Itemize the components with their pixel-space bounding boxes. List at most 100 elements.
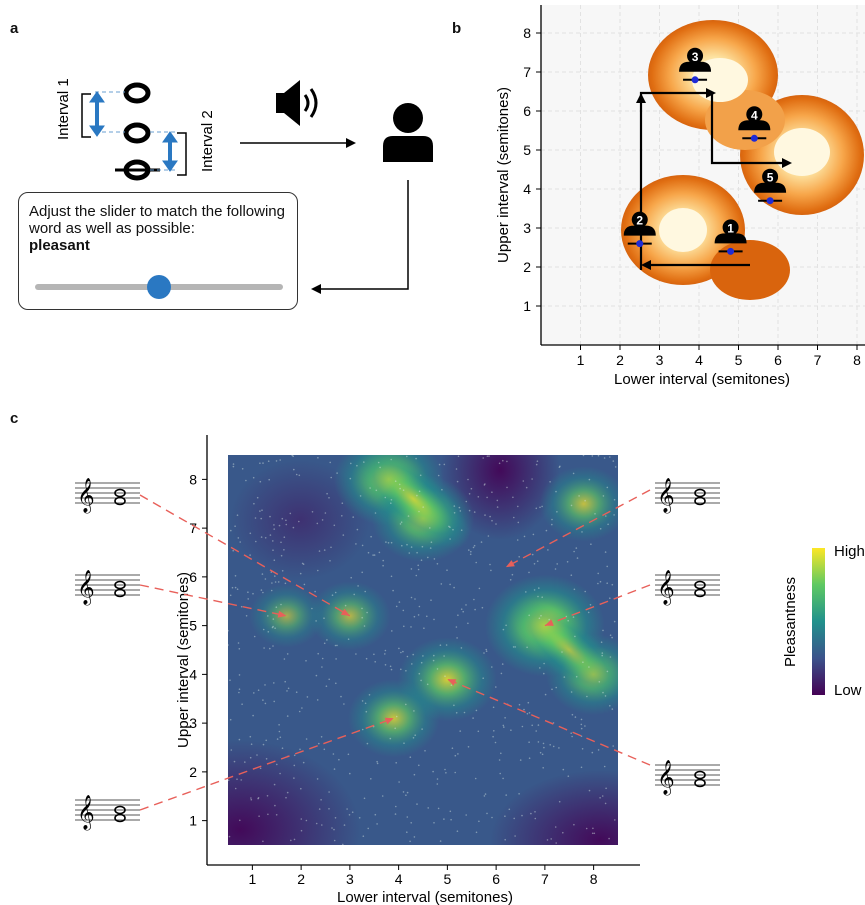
sample-point [411,663,413,665]
annotation-arrow [544,584,651,627]
sample-point [606,670,609,673]
sample-point [537,741,540,743]
sample-point [444,768,446,771]
sample-point [604,802,607,805]
sample-point [572,472,575,475]
annotation-arrowhead [544,619,554,626]
sample-point [474,608,476,611]
sample-point [374,813,377,816]
sample-point [328,678,331,681]
sample-point [535,463,538,466]
sample-point [437,807,440,810]
sample-point [437,474,440,477]
sample-point [523,708,525,711]
sample-point [320,799,322,801]
sample-point [491,666,493,668]
sample-point [295,473,298,476]
y-tick-label: 7 [523,64,531,80]
sample-point [241,703,243,705]
sample-point [501,663,504,665]
instruction-box: Adjust the slider to match the following… [18,192,298,310]
sample-point [439,840,442,842]
sample-point [462,610,465,613]
sample-point [377,461,380,464]
treble-clef-icon: 𝄞 [77,570,95,606]
y-tick-label: 6 [523,103,531,119]
sample-point [265,739,268,742]
note-icon [115,82,160,181]
sample-point [398,647,400,650]
sample-point [253,692,255,694]
sample-point [601,795,604,797]
participant-badge [687,47,704,64]
sample-point [348,814,351,816]
treble-clef-icon: 𝄞 [77,795,95,831]
sample-point [527,701,530,704]
panel-c-xlabel: Lower interval (semitones) [337,889,513,905]
sample-point [267,813,269,816]
sample-point [240,779,242,781]
sample-point [450,684,453,686]
sample-point [293,838,296,841]
y-tick-label: 5 [523,142,531,158]
sample-point [508,808,511,811]
sample-point [390,499,393,501]
sample-point [390,575,393,578]
sample-point [500,752,502,755]
sample-point [343,703,345,705]
sample-point [273,700,276,703]
panel-a-diagram: Interval 1 Interval 2 [55,78,433,181]
sample-point [284,680,287,683]
sample-point [305,660,307,662]
annotation-arrow [447,678,651,766]
sample-point [541,505,543,508]
sample-point [239,819,241,822]
sample-point [551,688,553,691]
sample-point [230,529,232,532]
sample-point [539,667,541,669]
sample-point [555,490,557,493]
sample-point [558,747,560,749]
sample-point [468,509,471,512]
sample-point [332,753,335,755]
sample-point [592,827,594,830]
sample-point [293,764,296,767]
sample-point [228,629,229,632]
sample-point [286,791,289,794]
sample-point [353,593,356,596]
sample-point [236,588,239,590]
interval-2-label: Interval 2 [199,110,216,172]
sample-point [519,759,522,761]
sample-point [590,543,592,545]
sample-point [356,464,358,467]
sample-point [320,736,323,738]
sample-point [364,590,367,593]
sample-point [561,651,563,653]
sample-point [350,462,352,465]
sample-point [375,489,378,492]
sample-point [614,819,616,821]
sample-point [300,818,303,820]
sample-point [452,528,454,531]
sample-point [571,713,574,716]
x-tick-label: 5 [735,352,743,368]
sample-point [361,544,364,547]
sample-point [449,538,451,540]
sample-point [469,553,472,556]
sample-point [492,735,494,738]
sample-point [390,668,393,671]
sample-point [406,455,408,458]
sample-point [373,554,376,556]
sample-point [611,583,614,586]
slider-thumb[interactable] [147,275,171,299]
sample-point [400,521,403,523]
sample-point [306,696,309,698]
sample-point [275,460,278,462]
sample-point [580,766,583,769]
sample-point [504,717,506,719]
sample-point [412,737,415,739]
sample-point [467,478,469,481]
sample-point [455,626,458,628]
sample-point [293,777,295,779]
sample-point [436,563,439,565]
